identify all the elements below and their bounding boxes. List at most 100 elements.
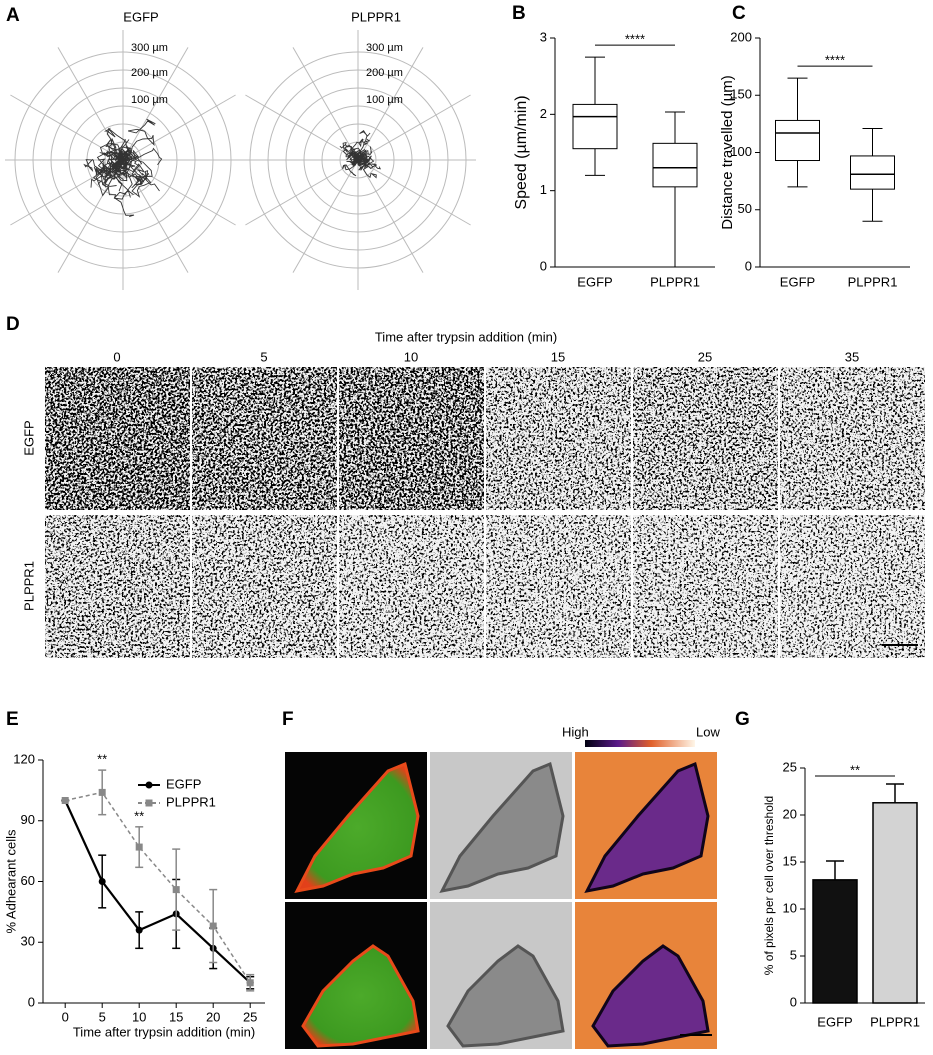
x-tick-label: 20 bbox=[206, 1009, 220, 1024]
y-tick-label: 120 bbox=[13, 751, 35, 766]
panel-label: G bbox=[735, 709, 750, 730]
track bbox=[122, 118, 156, 161]
spoke bbox=[245, 159, 359, 226]
cell bbox=[301, 944, 420, 1048]
series-line bbox=[65, 791, 251, 984]
cell bbox=[294, 761, 420, 894]
y-tick-label: 10 bbox=[783, 900, 797, 915]
ring-label: 200 µm bbox=[131, 67, 168, 79]
micrograph bbox=[45, 515, 190, 658]
marker bbox=[61, 797, 69, 804]
annotation: ** bbox=[97, 752, 107, 767]
legend-label: PLPPR1 bbox=[166, 794, 216, 809]
y-tick-label: 60 bbox=[21, 873, 35, 888]
spoke bbox=[122, 159, 236, 226]
spoke bbox=[10, 94, 124, 161]
x-tick-label: EGFP bbox=[780, 274, 815, 289]
y-tick-label: 0 bbox=[540, 258, 547, 273]
micrograph bbox=[45, 367, 190, 510]
column-label: 25 bbox=[698, 349, 712, 364]
row-label: PLPPR1 bbox=[21, 561, 36, 611]
ring-label: 300 µm bbox=[366, 42, 403, 54]
x-tick-label: 15 bbox=[169, 1009, 183, 1024]
bar bbox=[872, 802, 918, 1004]
box bbox=[850, 155, 895, 190]
cell bbox=[439, 761, 565, 894]
ring-label: 300 µm bbox=[131, 42, 168, 54]
x-tick-label: 0 bbox=[62, 1009, 69, 1024]
column-label: 35 bbox=[845, 349, 859, 364]
legend-label: EGFP bbox=[166, 776, 201, 791]
micrograph bbox=[192, 367, 337, 510]
significance: ** bbox=[850, 762, 860, 777]
y-tick-label: 3 bbox=[540, 29, 547, 44]
x-tick-label: 10 bbox=[132, 1009, 146, 1024]
column-label: 15 bbox=[551, 349, 565, 364]
y-tick-label: 2 bbox=[540, 106, 547, 121]
y-axis-label: % of pixels per cell over threshold bbox=[762, 796, 776, 975]
cell bbox=[446, 944, 565, 1048]
panel-label: F bbox=[282, 709, 294, 730]
x-tick-label: PLPPR1 bbox=[848, 274, 898, 289]
micrograph bbox=[192, 515, 337, 658]
track bbox=[345, 152, 359, 167]
spoke bbox=[292, 159, 359, 273]
column-label: 10 bbox=[404, 349, 418, 364]
x-tick-label: EGFP bbox=[817, 1014, 852, 1029]
colorbar bbox=[585, 740, 695, 747]
x-axis-label: Time after trypsin addition (min) bbox=[73, 1024, 255, 1039]
track bbox=[92, 159, 124, 189]
ring-label: 100 µm bbox=[366, 94, 403, 106]
x-tick-label: EGFP bbox=[577, 274, 612, 289]
micrograph bbox=[339, 367, 484, 510]
bar bbox=[812, 879, 858, 1004]
polar-title: EGFP bbox=[123, 9, 158, 24]
micrograph bbox=[339, 515, 484, 658]
y-tick-label: 200 bbox=[730, 29, 752, 44]
y-tick-label: 90 bbox=[21, 812, 35, 827]
series-line bbox=[64, 800, 251, 984]
y-tick-label: 1 bbox=[540, 182, 547, 197]
panel-title: Time after trypsin addition (min) bbox=[375, 329, 557, 344]
y-tick-label: 30 bbox=[21, 934, 35, 949]
marker bbox=[98, 878, 106, 885]
spoke bbox=[245, 94, 359, 161]
y-tick-label: 0 bbox=[28, 994, 35, 1009]
micrograph bbox=[486, 515, 631, 658]
y-tick-label: 0 bbox=[790, 994, 797, 1009]
significance: **** bbox=[825, 53, 845, 68]
significance: **** bbox=[625, 32, 645, 47]
track bbox=[122, 158, 160, 192]
micrograph bbox=[633, 515, 778, 658]
micrograph bbox=[780, 515, 925, 658]
track bbox=[99, 150, 129, 166]
y-tick-label: 5 bbox=[790, 947, 797, 962]
panel-label: C bbox=[732, 3, 746, 24]
spoke bbox=[122, 159, 189, 273]
y-tick-label: 100 bbox=[730, 144, 752, 159]
marker bbox=[172, 886, 180, 894]
micrograph bbox=[633, 367, 778, 510]
panel-label: E bbox=[6, 709, 19, 730]
y-axis-label: % Adhearant cells bbox=[3, 829, 18, 934]
scale-high: High bbox=[562, 724, 589, 739]
annotation: ** bbox=[134, 808, 144, 823]
spoke bbox=[122, 94, 236, 161]
x-tick-label: PLPPR1 bbox=[870, 1014, 920, 1029]
legend-marker bbox=[145, 781, 153, 789]
polar-title: PLPPR1 bbox=[351, 9, 401, 24]
x-tick-label: 25 bbox=[243, 1009, 257, 1024]
marker bbox=[98, 788, 106, 796]
y-tick-label: 150 bbox=[730, 87, 752, 102]
micrograph bbox=[780, 367, 925, 510]
spoke bbox=[57, 47, 124, 161]
x-tick-label: PLPPR1 bbox=[650, 274, 700, 289]
panel-label: A bbox=[6, 5, 20, 26]
track bbox=[357, 146, 373, 167]
ring-label: 200 µm bbox=[366, 67, 403, 79]
spoke bbox=[357, 159, 424, 273]
box bbox=[775, 119, 820, 162]
row-label: EGFP bbox=[21, 420, 36, 455]
y-tick-label: 15 bbox=[783, 853, 797, 868]
